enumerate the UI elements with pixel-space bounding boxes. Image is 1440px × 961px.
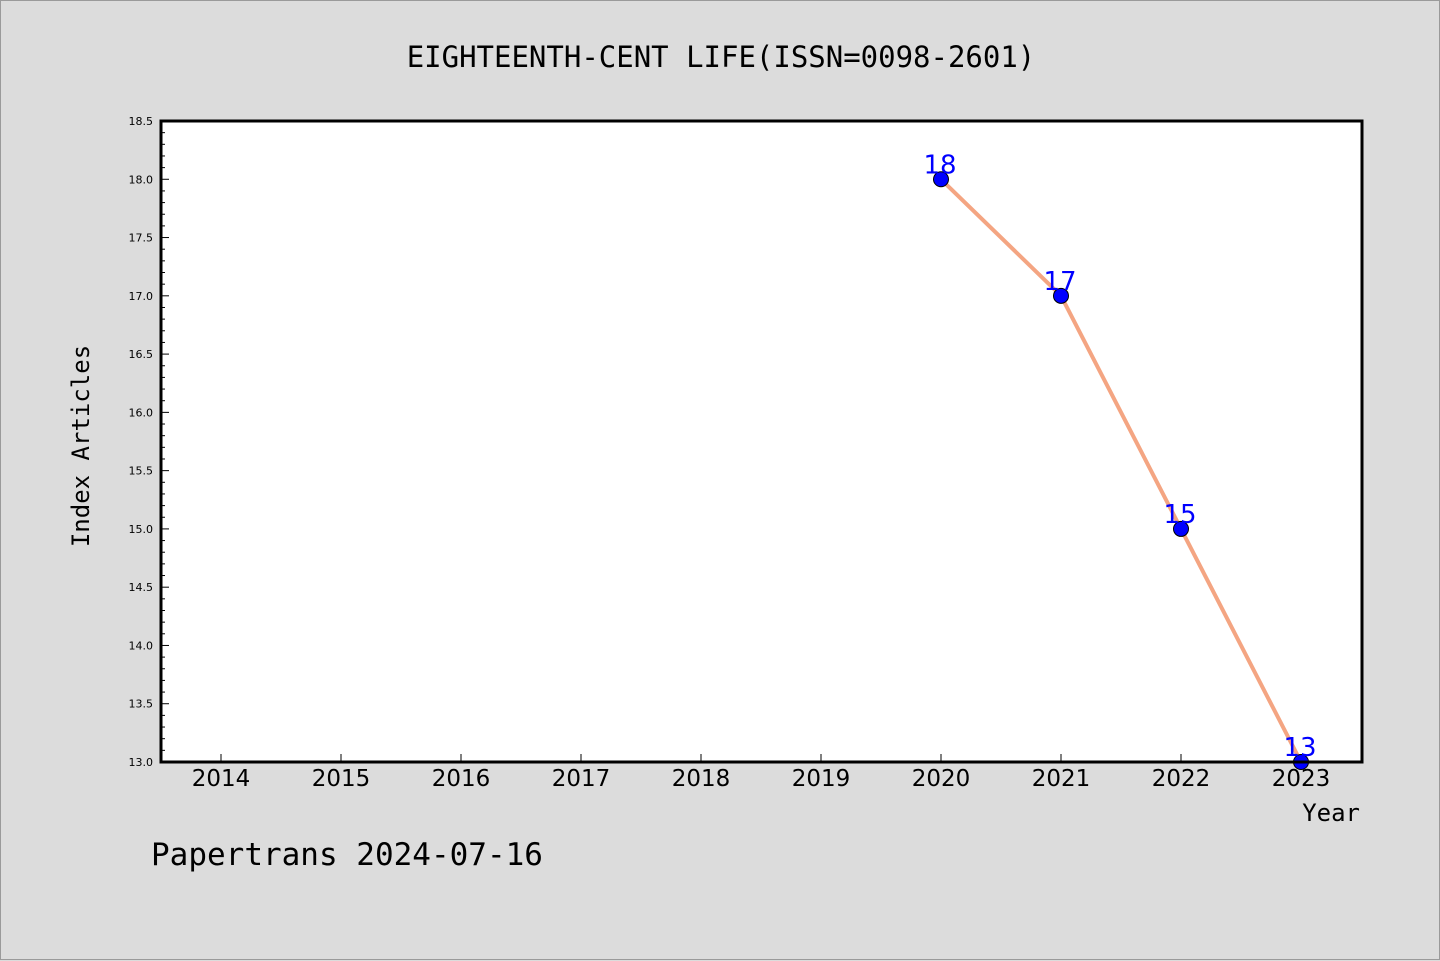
y-tick-label: 15.5 (129, 465, 154, 478)
data-label: 15 (1163, 500, 1196, 530)
y-tick-label: 14.0 (129, 639, 154, 652)
x-tick-label: 2017 (552, 766, 611, 792)
y-axis-ticks: 13.0 13.5 14.0 14.5 15.0 15.5 16.0 16.5 17.0 17.5… (129, 115, 169, 769)
y-tick-label: 17.5 (129, 232, 154, 245)
chart-title: EIGHTEENTH-CENT LIFE(ISSN=0098-2601) (407, 40, 1036, 74)
data-point (1173, 520, 1189, 537)
y-tick-label: 16.0 (129, 406, 154, 419)
y-tick-label: 13.0 (129, 756, 154, 769)
plot-border (159, 119, 1364, 764)
y-tick-label: 17.0 (129, 290, 154, 303)
data-point (1053, 287, 1069, 304)
x-tick-label: 2015 (312, 766, 371, 792)
x-tick-label: 2014 (192, 766, 251, 792)
data-label: 17 (1043, 267, 1076, 297)
x-axis-label: Year (1302, 799, 1360, 827)
y-tick-label: 15.0 (129, 523, 154, 536)
x-tick-label: 2021 (1032, 766, 1091, 792)
y-tick-label: 18.0 (129, 173, 154, 186)
x-axis-ticks: 2014 2015 2016 2017 2018 2019 2020 2021 2022 2023 (192, 754, 1331, 792)
data-label: 18 (923, 150, 956, 180)
x-tick-label: 2022 (1152, 766, 1211, 792)
data-label: 13 (1283, 733, 1316, 763)
x-tick-label: 2020 (912, 766, 971, 792)
y-tick-label: 14.5 (129, 581, 154, 594)
y-axis-label: Index Articles (67, 345, 95, 547)
x-tick-label: 2019 (792, 766, 851, 792)
series-layer: 18 17 15 13 (923, 150, 1317, 770)
x-tick-label: 2016 (432, 766, 491, 792)
y-tick-label: 16.5 (129, 348, 154, 361)
x-tick-label: 2023 (1272, 766, 1331, 792)
x-tick-label: 2018 (672, 766, 731, 792)
plot-area (161, 121, 1362, 762)
footer-credit: Papertrans 2024-07-16 (151, 837, 543, 873)
data-point (933, 171, 949, 188)
y-tick-label: 18.5 (129, 115, 154, 128)
series-line (939, 177, 1303, 764)
y-tick-label: 13.5 (129, 698, 154, 711)
